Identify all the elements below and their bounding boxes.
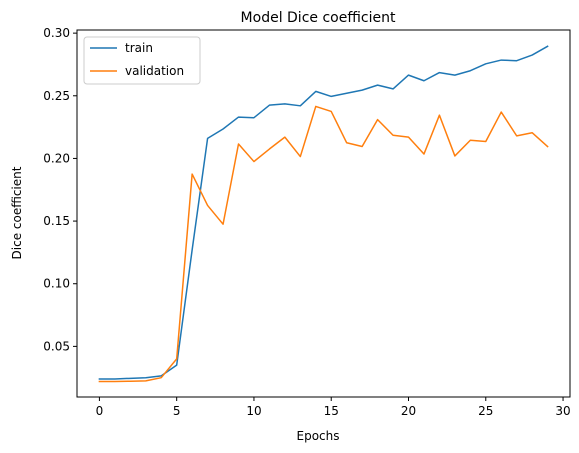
y-axis-label: Dice coefficient [10,166,24,259]
x-tick-label: 15 [324,404,339,418]
plot-area [98,45,549,383]
y-axis: 0.05 0.10 0.15 0.20 0.25 0.30 [43,26,77,353]
x-tick-label: 0 [96,404,104,418]
x-tick-label: 20 [401,404,416,418]
y-tick-label: 0.15 [43,214,70,228]
y-tick-label: 0.05 [43,339,70,353]
y-tick-label: 0.30 [43,26,70,40]
x-tick-label: 25 [478,404,493,418]
plot-frame [76,29,571,398]
legend: train validation [83,36,201,85]
series-line-validation [98,105,549,383]
y-tick-label: 0.20 [43,151,70,165]
x-axis-label: Epochs [297,429,340,443]
x-tick-label: 10 [246,404,261,418]
x-tick-label: 30 [555,404,570,418]
legend-label-train: train [125,41,153,55]
y-tick-label: 0.25 [43,89,70,103]
y-tick-label: 0.10 [43,277,70,291]
legend-label-validation: validation [125,64,184,78]
x-tick-label: 5 [173,404,181,418]
x-axis: 0 5 10 15 20 25 30 [96,397,571,418]
series-line-train [98,45,549,380]
chart-title: Model Dice coefficient [241,10,396,26]
